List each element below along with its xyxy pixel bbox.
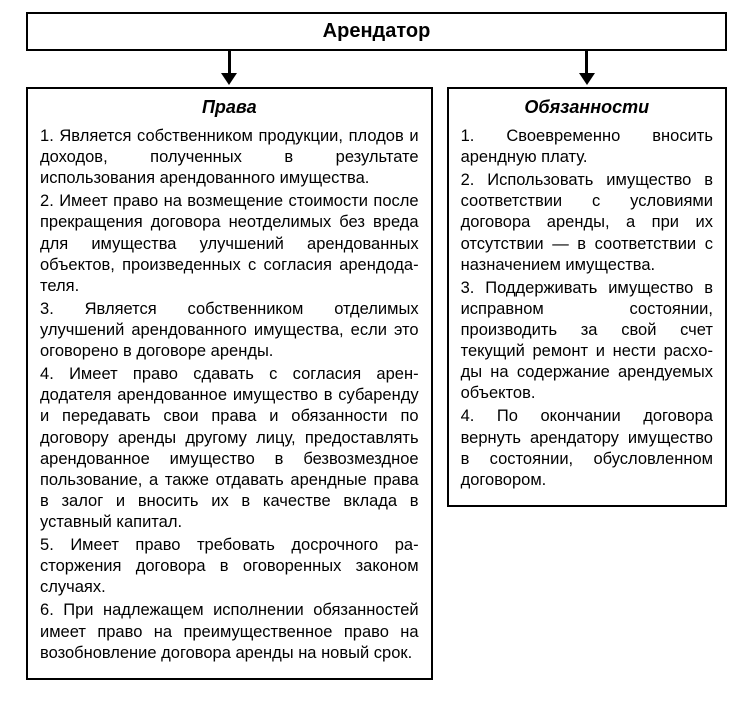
arrows-row	[26, 51, 727, 87]
arrow-to-rights	[26, 51, 433, 87]
rights-box: Права Является собственником продукции, …	[26, 87, 433, 680]
columns: Права Является собственником продукции, …	[26, 87, 727, 680]
rights-list: Является собственником продукции, пло­до…	[40, 126, 419, 664]
list-item: Поддерживать имуще­ство в исправном со­с…	[461, 278, 713, 405]
list-item: Является собственником отделимых улучшен…	[40, 299, 419, 362]
list-item: Своевременно вносить арендную плату.	[461, 126, 713, 168]
list-item: Имеет право на возмещение стоимос­ти пос…	[40, 191, 419, 297]
list-item: Имеет право требовать досрочного ра­стор…	[40, 535, 419, 598]
list-item: При надлежащем исполнении обязан­ностей …	[40, 600, 419, 663]
root-title: Арендатор	[323, 20, 431, 42]
list-item: Является собственником продукции, пло­до…	[40, 126, 419, 189]
duties-list: Своевременно вносить арендную плату. Исп…	[461, 126, 713, 491]
duties-title: Обязанности	[461, 97, 713, 118]
list-item: Использовать имуще­ство в соответствии с…	[461, 170, 713, 276]
arrow-to-duties	[447, 51, 727, 87]
duties-box: Обязанности Своевременно вносить арендну…	[447, 87, 727, 507]
list-item: Имеет право сдавать с согласия арен­дода…	[40, 364, 419, 533]
root-node: Арендатор	[26, 12, 727, 51]
rights-title: Права	[40, 97, 419, 118]
list-item: По окончании договора вернуть арендатору…	[461, 406, 713, 490]
